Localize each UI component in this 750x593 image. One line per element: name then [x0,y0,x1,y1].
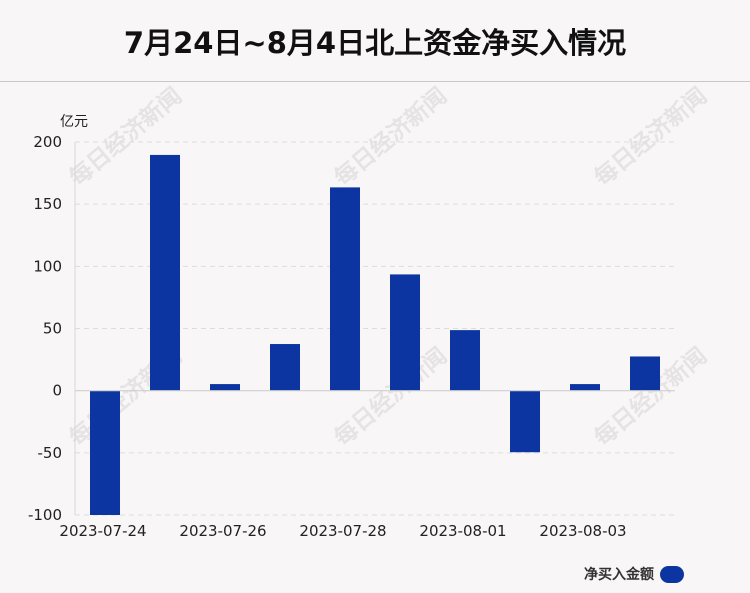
y-tick-label: -50 [38,444,63,462]
x-tick-label: 2023-07-26 [179,522,266,540]
legend-swatch [660,565,684,583]
bar [210,384,240,391]
bar [450,330,480,391]
chart-title: 7月24日~8月4日北上资金净买入情况 [123,26,627,60]
y-tick-label: 150 [33,195,62,213]
bar [510,390,540,453]
bar [270,344,300,391]
y-tick-label: 50 [43,320,62,338]
y-axis-label: 亿元 [60,114,88,130]
y-tick-label: 0 [52,382,62,400]
x-tick-label: 2023-07-24 [59,522,146,540]
title-divider [0,81,750,82]
x-tick-label: 2023-08-03 [539,522,626,540]
x-tick-label: 2023-08-01 [419,522,506,540]
legend: 净买入金额 [584,564,684,584]
bar [570,384,600,391]
legend-label: 净买入金额 [584,567,654,583]
y-tick-label: 200 [33,133,62,151]
y-tick-label: -100 [28,506,62,524]
bar [630,356,660,391]
y-tick-label: 100 [33,257,62,275]
bar [330,187,360,391]
bar [150,154,180,391]
bar [90,390,120,515]
bar [390,274,420,391]
x-tick-label: 2023-07-28 [299,522,386,540]
